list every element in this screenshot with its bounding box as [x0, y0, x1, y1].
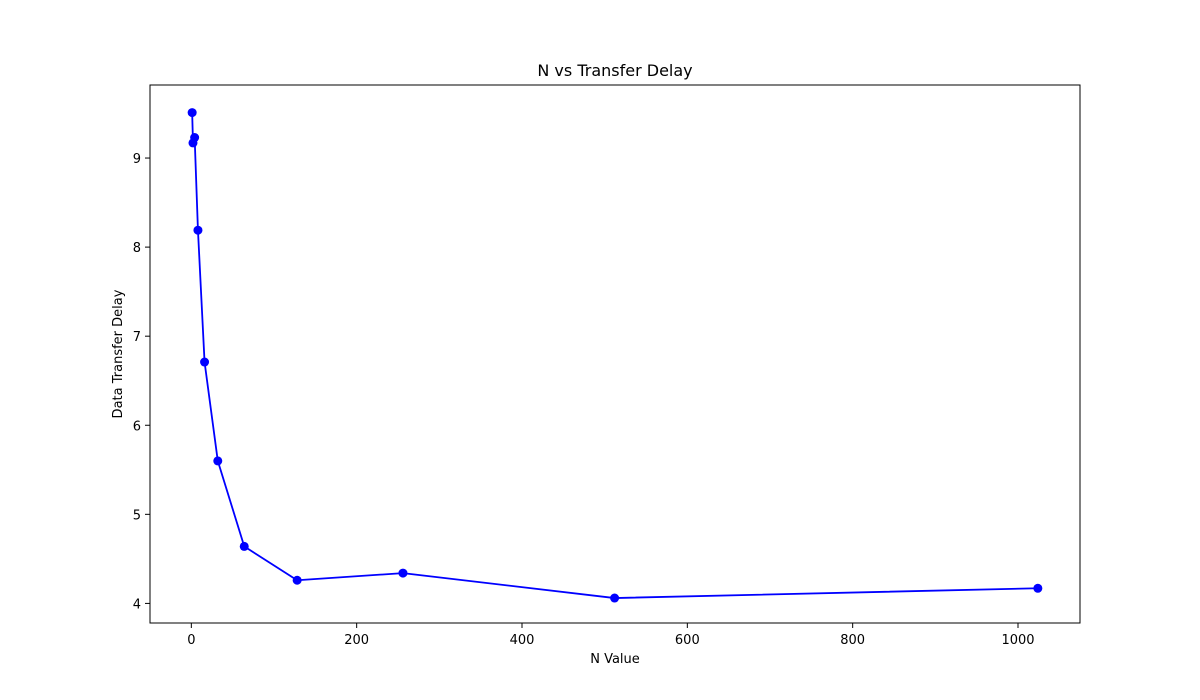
- series-layer: [187, 108, 1043, 603]
- x-tick-label: 600: [675, 633, 700, 648]
- y-tick-label: 5: [133, 508, 141, 523]
- x-tick-label: 0: [187, 633, 195, 648]
- x-tick-label: 400: [510, 633, 535, 648]
- data-point: [292, 575, 302, 585]
- data-point: [213, 456, 223, 466]
- x-tick-label: 1000: [1001, 633, 1034, 648]
- x-tick-label: 800: [840, 633, 865, 648]
- y-tick-label: 9: [133, 152, 141, 167]
- data-point: [187, 108, 197, 118]
- plot-area: 0 200 400 600 800 1000 4 5 6 7 8 9: [133, 84, 1081, 648]
- data-point: [193, 225, 203, 235]
- data-point: [610, 593, 620, 603]
- y-axis-ticks: 4 5 6 7 8 9: [133, 152, 150, 612]
- chart-title: N vs Transfer Delay: [537, 61, 692, 80]
- y-axis-label: Data Transfer Delay: [111, 289, 126, 418]
- x-tick-label: 200: [344, 633, 369, 648]
- data-point: [200, 357, 210, 367]
- y-tick-label: 8: [133, 241, 141, 256]
- axes-frame: [149, 84, 1081, 624]
- data-point: [239, 541, 249, 551]
- y-tick-label: 7: [133, 330, 141, 345]
- data-point: [190, 133, 200, 143]
- y-tick-label: 6: [133, 419, 141, 434]
- data-point: [398, 568, 408, 578]
- x-axis-label: N Value: [590, 652, 640, 667]
- x-axis-ticks: 0 200 400 600 800 1000: [187, 623, 1035, 648]
- data-point: [1033, 583, 1043, 593]
- y-tick-label: 4: [133, 597, 141, 612]
